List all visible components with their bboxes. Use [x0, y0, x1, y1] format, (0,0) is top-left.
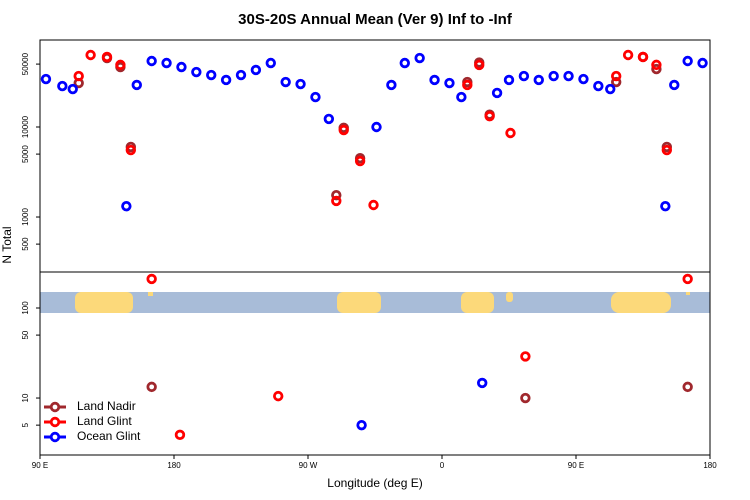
point	[444, 77, 455, 89]
y-tick-label: 500	[21, 237, 30, 251]
point	[622, 49, 634, 61]
land-mask	[40, 292, 710, 313]
point	[235, 69, 247, 81]
point	[429, 74, 440, 86]
x-tick-label: 0	[440, 461, 445, 470]
point	[174, 429, 186, 441]
point	[338, 124, 349, 136]
y-tick-label: 10000	[21, 115, 30, 138]
point	[331, 195, 342, 207]
legend-label: Land Glint	[77, 414, 132, 428]
point	[356, 419, 367, 431]
x-tick-label: 180	[703, 461, 717, 470]
point	[669, 79, 680, 91]
point	[85, 49, 96, 61]
point	[518, 70, 530, 82]
point	[593, 80, 604, 92]
x-axis-label: Longitude (deg E)	[327, 476, 422, 490]
point	[331, 189, 342, 201]
x-tick-label: 90 W	[299, 461, 318, 470]
point	[533, 74, 544, 86]
point	[661, 144, 673, 156]
point	[399, 57, 410, 69]
point	[57, 80, 68, 92]
point	[474, 59, 485, 71]
point	[637, 51, 649, 63]
point	[503, 74, 515, 86]
point	[477, 377, 488, 389]
point	[273, 390, 284, 402]
point	[101, 51, 113, 63]
y-axis-label: N Total	[0, 226, 14, 263]
point	[146, 55, 157, 67]
legend-swatch	[49, 431, 61, 443]
x-tick-label: 180	[167, 461, 181, 470]
point	[505, 127, 516, 139]
point	[323, 113, 335, 125]
y-tick-label: 10	[21, 393, 30, 402]
point	[220, 74, 232, 86]
point	[125, 144, 137, 156]
point	[115, 59, 126, 71]
point	[491, 87, 503, 99]
point	[206, 69, 217, 81]
point	[682, 273, 693, 285]
point	[660, 200, 671, 212]
chart-title: 30S-20S Annual Mean (Ver 9) Inf to -Inf	[238, 11, 513, 28]
point	[295, 78, 306, 90]
point	[67, 83, 78, 95]
panel-frame	[39, 39, 711, 273]
point	[191, 66, 202, 78]
point	[121, 200, 132, 212]
legend-label: Land Nadir	[77, 399, 136, 413]
point	[310, 91, 321, 103]
point	[456, 91, 467, 103]
point	[651, 63, 662, 75]
legend-label: Ocean Glint	[77, 429, 141, 443]
point	[682, 381, 693, 393]
y-tick-label: 5000	[21, 145, 30, 163]
point	[354, 155, 366, 167]
point	[651, 59, 662, 71]
point	[146, 381, 157, 393]
point	[131, 79, 142, 91]
point	[250, 64, 262, 76]
point	[176, 61, 187, 73]
x-tick-label: 90 E	[32, 461, 48, 470]
point	[563, 70, 574, 82]
point	[611, 76, 622, 88]
y-tick-label: 5	[21, 422, 30, 427]
point	[462, 79, 473, 91]
point	[371, 121, 382, 133]
point	[548, 70, 559, 82]
legend-swatch	[49, 416, 61, 428]
point	[386, 79, 397, 91]
point	[611, 70, 622, 82]
point	[280, 76, 291, 88]
legend-swatch	[49, 401, 61, 413]
panel-frame	[39, 271, 711, 456]
point	[578, 73, 589, 85]
point	[368, 199, 379, 211]
point	[697, 57, 708, 69]
point	[414, 52, 425, 64]
point	[161, 57, 172, 69]
y-tick-label: 1000	[21, 208, 30, 226]
point	[73, 70, 84, 82]
point	[682, 55, 693, 67]
point	[605, 83, 616, 95]
point	[520, 351, 531, 362]
point	[484, 110, 495, 122]
point	[146, 273, 157, 285]
y-tick-label: 50000	[21, 52, 30, 75]
y-tick-label: 100	[21, 301, 30, 315]
point	[265, 57, 276, 69]
x-tick-label: 90 E	[568, 461, 584, 470]
point	[520, 392, 531, 404]
point	[40, 73, 52, 85]
y-tick-label: 50	[21, 330, 30, 339]
